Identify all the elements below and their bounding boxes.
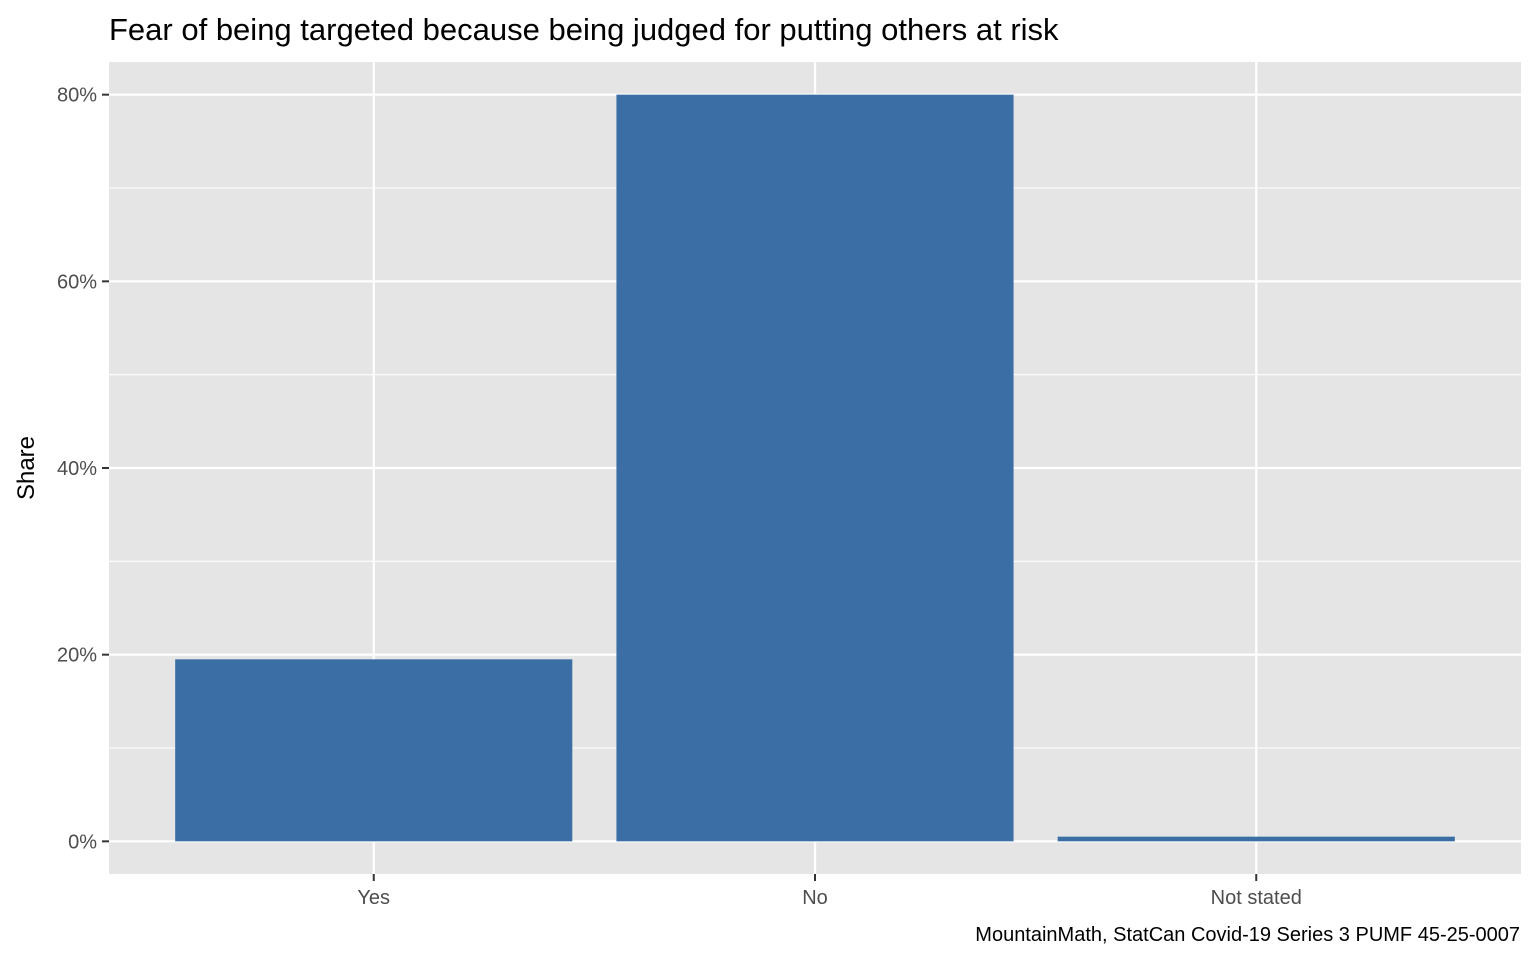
y-tick-label: 20% <box>57 645 97 667</box>
bar-no <box>616 94 1014 842</box>
bar-not-stated <box>1057 836 1455 842</box>
bar-yes <box>175 659 573 842</box>
y-tick-label: 80% <box>57 85 97 107</box>
chart-title: Fear of being targeted because being jud… <box>109 12 1059 47</box>
y-tick-label: 40% <box>57 458 97 480</box>
x-tick-label: Yes <box>357 887 390 909</box>
y-tick-label: 0% <box>68 831 97 853</box>
axes: 0% 20% 40% 60% 80% Yes No Not stated <box>57 85 1302 909</box>
y-axis-title: Share <box>13 436 40 500</box>
x-tick-label: Not stated <box>1211 887 1302 909</box>
y-tick-label: 60% <box>57 271 97 293</box>
bars <box>175 94 1455 842</box>
chart-caption: MountainMath, StatCan Covid-19 Series 3 … <box>975 924 1520 946</box>
x-tick-label: No <box>802 887 828 909</box>
